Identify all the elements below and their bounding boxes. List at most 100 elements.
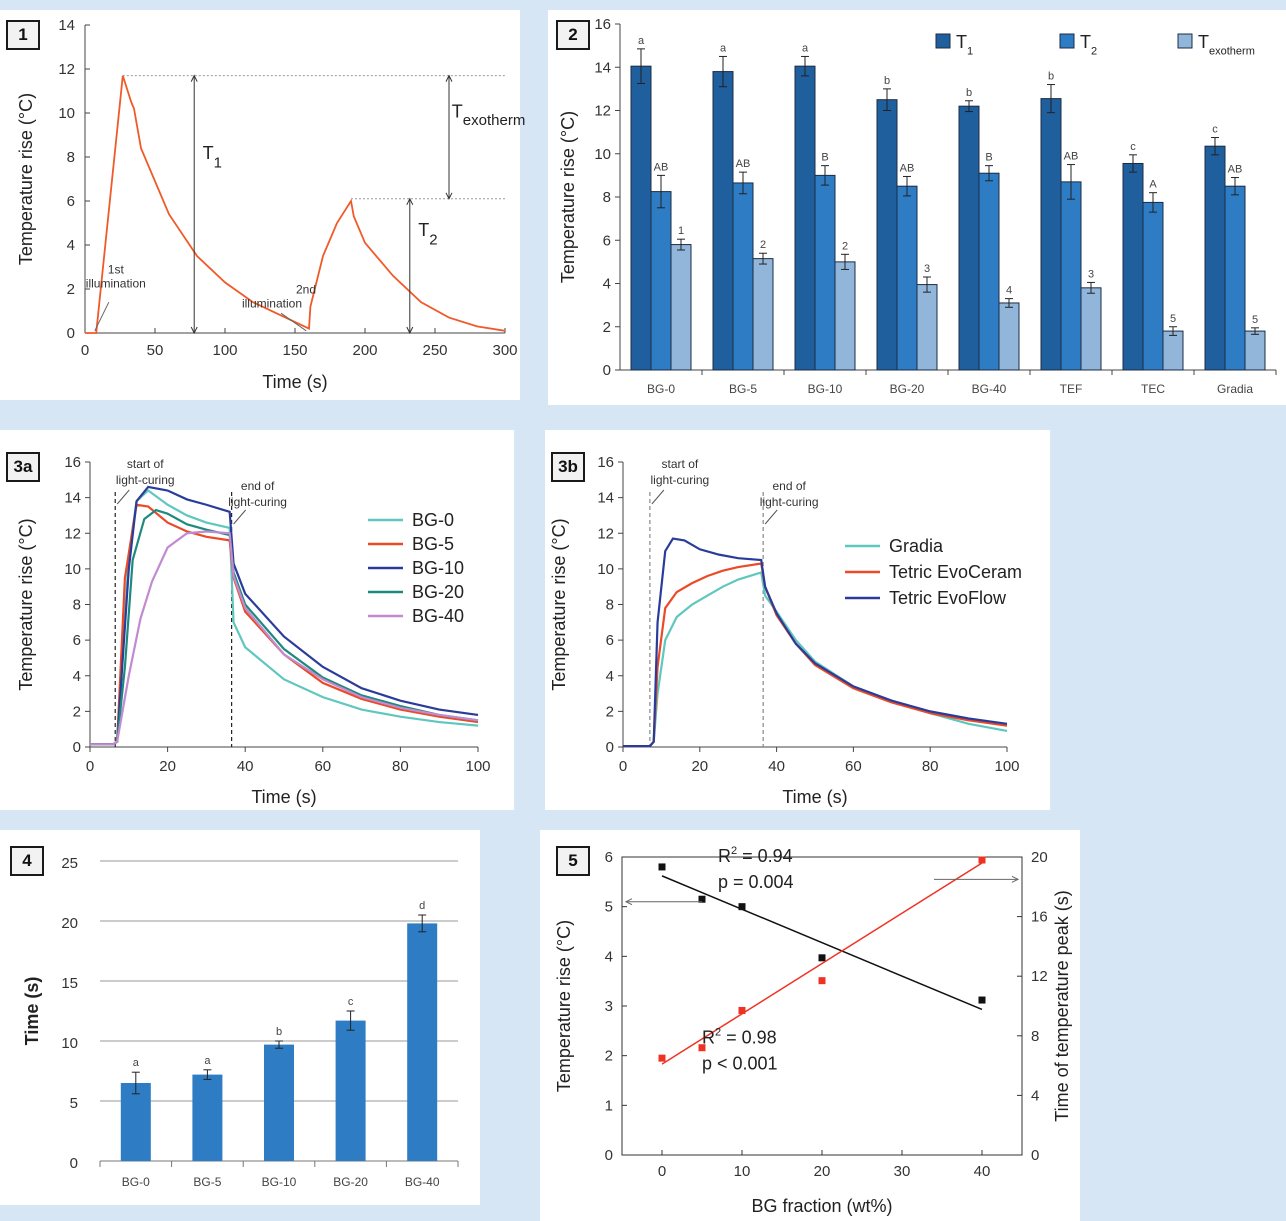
y-tick-label: 16 [594,16,611,33]
annot-start-line1: start of [127,457,164,471]
significance-letter: a [802,42,809,54]
significance-letter: AB [736,158,751,170]
x-category-label: BG-10 [808,382,843,396]
x-tick-label: 40 [237,758,254,775]
bar-exotherm [834,261,856,371]
x-axis-label: Time (s) [782,787,847,807]
annot-1st-pointer [94,301,110,332]
bar-2 [814,174,836,371]
significance-letter: c [348,996,354,1008]
y-tick-label: 6 [67,193,75,210]
y-tick-label: 4 [603,276,611,293]
y-tick-label: 14 [594,59,611,76]
significance-letter: 1 [678,225,684,237]
annot-1st-line1: 1st [108,263,125,277]
bar-exotherm [916,284,938,371]
annot-2nd-line1: 2nd [296,282,316,296]
y-tick-label: 16 [597,454,614,471]
y-tick-label: 4 [605,948,613,965]
badge-3b: 3b [551,452,585,482]
bar-2 [1060,181,1082,371]
y-tick-label: 14 [597,490,614,507]
bar-2 [1224,185,1246,371]
bar [335,1020,366,1161]
right-axis-arrow-head [1011,875,1020,883]
y2-tick-label: 4 [1031,1087,1039,1104]
panel-5: 0 10 20 30 40 0 1 2 3 4 5 6 0 4 8 12 16 20 BG fraction (wt… [540,830,1080,1221]
texotherm-label: Texotherm [452,101,526,129]
bar-1 [1122,162,1144,371]
significance-letter: 3 [924,263,930,275]
x-tick-label: 40 [974,1163,991,1180]
x-tick-label: 40 [768,758,785,775]
y-tick-label: 6 [605,849,613,866]
bar-1 [794,65,816,371]
bar-2 [732,182,754,371]
chart-p3a: 0 20 40 60 80 100 0 2 4 6 8 10 12 14 16 Time (s) Tempera… [16,454,491,807]
y-tick-label: 14 [64,490,81,507]
data-point-left [738,903,746,911]
significance-letter: AB [1228,164,1243,176]
badge-2: 2 [556,20,590,50]
x-tick-label: 0 [619,758,627,775]
significance-letter: A [1149,179,1157,191]
y-tick-label: 6 [73,632,81,649]
panel-4: 0 5 10 15 20 25 Time (s) a BG-0 a BG-5 b BG-10 c BG-20… [0,830,480,1205]
annot-1st-line2: illumination [86,277,146,291]
x-tick-label: 80 [392,758,409,775]
series-line-tetric-evoceram [623,562,1008,748]
y-tick-label: 10 [58,105,75,122]
annot-end-pointer [764,509,778,525]
data-point-left [698,895,706,903]
x-category-label: BG-5 [729,382,757,396]
y-axis-label: Temperature rise (°C) [558,111,578,283]
x-tick-label: 0 [658,1163,666,1180]
x-category-label: TEC [1141,382,1165,396]
panel-2: 0 2 4 6 8 10 12 14 16 Temperature rise (°C) BG-0 a A… [548,10,1286,405]
bar-1 [876,99,898,371]
y-tick-label: 0 [603,362,611,379]
stat-right-r2: R2 = 0.98 [702,1026,777,1047]
annot-2nd-line2: illumination [242,296,302,310]
y-tick-label: 0 [606,739,614,756]
significance-letter: B [821,152,828,164]
panel-1: 0 50 100 150 200 250 300 0 2 4 6 8 10 12 14 Time (s) Tem… [0,10,525,400]
bar-1 [712,71,734,371]
x-tick-label: 30 [894,1163,911,1180]
significance-letter: AB [900,162,915,174]
y-tick-label: 8 [67,149,75,166]
series-line [85,75,506,334]
y-tick-label: 6 [606,632,614,649]
x-tick-label: 60 [845,758,862,775]
significance-letter: AB [654,161,669,173]
y-tick-label: 10 [594,146,611,163]
significance-letter: 5 [1170,313,1176,325]
bar-1 [958,105,980,371]
significance-letter: b [1048,71,1054,83]
data-point-left [658,863,666,871]
y-tick-label: 10 [64,561,81,578]
x-tick-label: 200 [352,342,377,359]
x-category-label: Gradia [1217,382,1253,396]
y-tick-label: 14 [58,17,75,34]
left-axis-arrow-head [624,898,633,906]
y-tick-label: 6 [603,232,611,249]
x-tick-label: 20 [159,758,176,775]
y-axis-label: Time (s) [22,977,42,1046]
legend-label: T1 [956,32,973,57]
significance-letter: c [1212,124,1218,136]
significance-letter: B [985,152,992,164]
significance-letter: 2 [760,239,766,251]
y-tick-label: 12 [597,525,614,542]
x-tick-label: 80 [922,758,939,775]
y-tick-label: 25 [61,855,78,872]
fit-line-left [661,875,983,1011]
y-tick-label: 10 [597,561,614,578]
significance-letter: 5 [1252,314,1258,326]
y-tick-label: 3 [605,998,613,1015]
y-tick-label: 0 [73,739,81,756]
data-point-right [658,1054,666,1062]
significance-letter: a [720,42,727,54]
x-tick-label: 0 [81,342,89,359]
